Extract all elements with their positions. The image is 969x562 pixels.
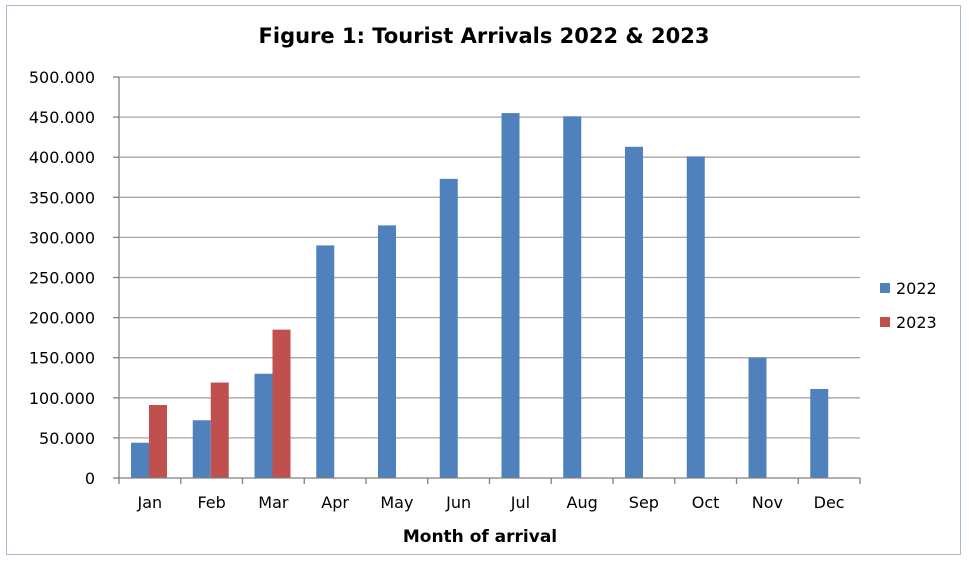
- x-tick-label: Aug: [567, 493, 598, 512]
- bar-2022-mar: [254, 373, 273, 478]
- bar-2023-mar: [272, 329, 291, 478]
- y-tick-label: 150.000: [29, 349, 95, 368]
- y-tick-label: 350.000: [29, 188, 95, 207]
- bars: [131, 113, 829, 479]
- bar-2022-jan: [131, 442, 149, 478]
- y-tick-label: 500.000: [29, 68, 95, 87]
- x-tick-label: Oct: [692, 493, 720, 512]
- bar-2022-may: [378, 225, 396, 478]
- bar-2022-nov: [748, 357, 767, 478]
- legend-swatch-2023: [880, 317, 890, 327]
- bar-2022-oct: [686, 156, 705, 478]
- bar-2022-aug: [563, 116, 582, 478]
- y-tick-label: 400.000: [29, 148, 95, 167]
- x-tick-label: Apr: [321, 493, 349, 512]
- legend-swatch-2022: [880, 283, 890, 293]
- y-tick-label: 250.000: [29, 269, 95, 288]
- y-tick-label: 0: [85, 469, 95, 488]
- x-tick-label: Sep: [629, 493, 659, 512]
- x-tick-label: Jan: [137, 493, 163, 512]
- x-tick-label: Mar: [258, 493, 289, 512]
- bar-2022-dec: [810, 388, 829, 478]
- legend: 2022 2023: [880, 279, 937, 332]
- y-tick-label: 200.000: [29, 309, 95, 328]
- legend-label-2022: 2022: [896, 279, 937, 298]
- x-tick-label: May: [380, 493, 413, 512]
- legend-label-2023: 2023: [896, 313, 937, 332]
- y-tick-label: 100.000: [29, 389, 95, 408]
- x-tick-label: Nov: [752, 493, 783, 512]
- y-tick-label: 50.000: [39, 429, 95, 448]
- x-tick-label: Feb: [197, 493, 225, 512]
- x-axis-ticks: Jan Feb Mar Apr May Jun Jul Aug Sep Oct Nov Dec: [118, 478, 861, 512]
- x-tick-label: Dec: [814, 493, 845, 512]
- bar-2022-jul: [501, 113, 520, 478]
- bar-2022-feb: [192, 420, 211, 478]
- bar-2022-apr: [316, 245, 335, 478]
- x-tick-label: Jul: [510, 493, 530, 512]
- bar-2022-sep: [625, 146, 643, 479]
- y-axis-ticks: 0 50.000 100.000 150.000 200.000 250.000 300.0…: [29, 68, 119, 488]
- x-tick-label: Jun: [445, 493, 471, 512]
- x-axis-label: Month of arrival: [403, 527, 557, 547]
- bar-2023-feb: [210, 382, 229, 478]
- y-tick-label: 450.000: [29, 108, 95, 127]
- bar-2023-jan: [149, 405, 167, 478]
- bar-2022-jun: [439, 178, 458, 478]
- gridlines: [119, 76, 860, 439]
- y-tick-label: 300.000: [29, 228, 95, 247]
- chart-title: Figure 1: Tourist Arrivals 2022 & 2023: [259, 24, 710, 48]
